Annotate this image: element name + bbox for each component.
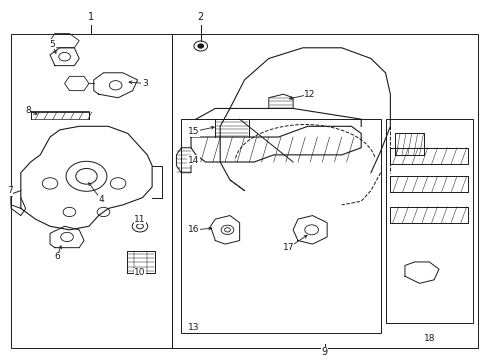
Text: 16: 16 (187, 225, 199, 234)
Text: 14: 14 (187, 156, 199, 165)
Text: 5: 5 (49, 40, 55, 49)
Circle shape (198, 44, 203, 48)
Text: 18: 18 (423, 334, 434, 343)
Text: 17: 17 (282, 243, 293, 252)
Text: 2: 2 (197, 13, 203, 22)
Text: 10: 10 (134, 268, 145, 277)
Text: 15: 15 (187, 127, 199, 136)
Text: 6: 6 (54, 252, 60, 261)
Bar (181, 119, 380, 333)
Text: 3: 3 (142, 79, 147, 88)
Text: 11: 11 (134, 215, 145, 224)
Bar (385, 119, 472, 323)
Text: 4: 4 (98, 195, 103, 204)
Text: 13: 13 (187, 324, 199, 333)
Text: 9: 9 (321, 347, 327, 357)
Text: 7: 7 (7, 186, 13, 195)
Text: 1: 1 (88, 13, 94, 22)
Text: 12: 12 (304, 90, 315, 99)
Bar (171, 33, 477, 348)
Bar (11, 33, 171, 348)
Text: 8: 8 (25, 106, 31, 115)
